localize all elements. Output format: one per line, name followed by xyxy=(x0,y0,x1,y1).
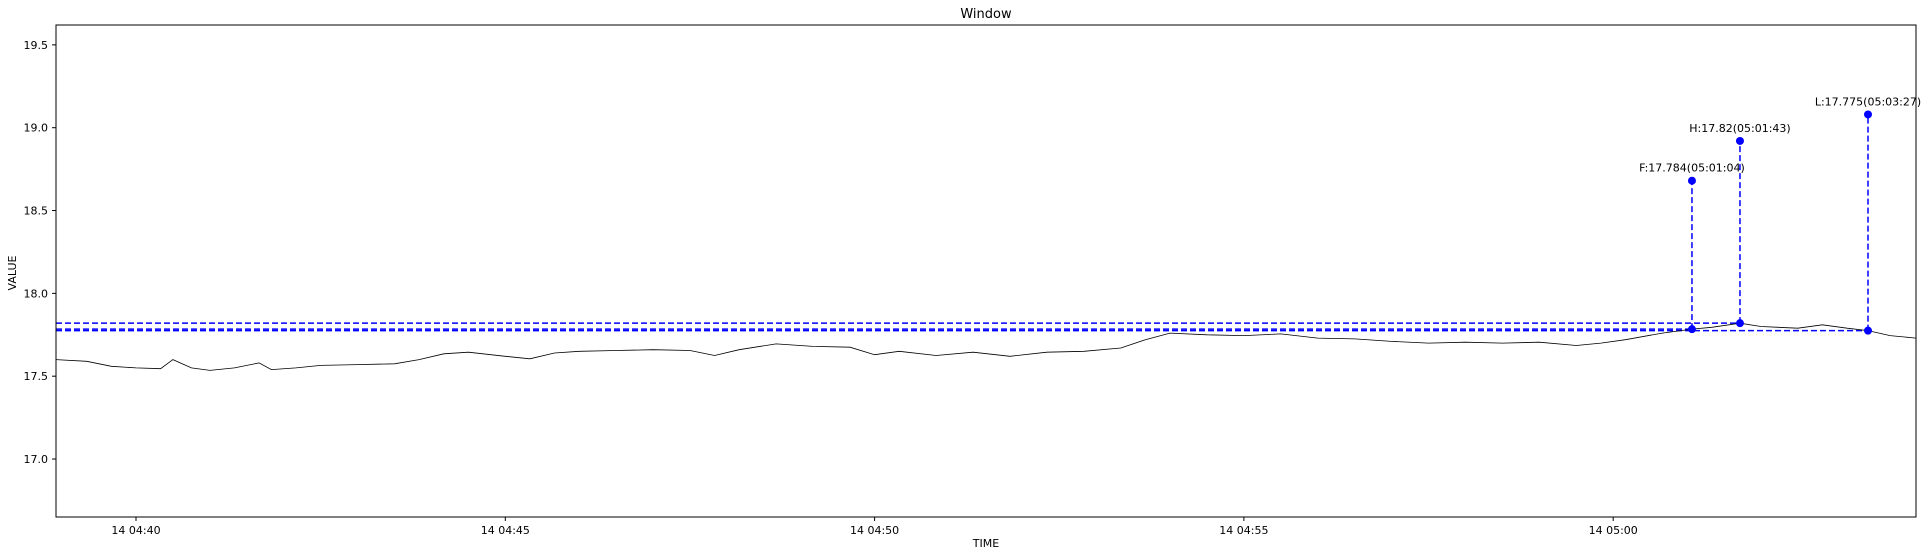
marker-top-point-2 xyxy=(1863,110,1872,119)
marker-point-1 xyxy=(1735,319,1744,328)
y-tick-label-2: 18.0 xyxy=(24,287,49,300)
y-tick-label-4: 19.0 xyxy=(24,122,49,135)
plot-area: F:17.784(05:01:04) H:17.82(05:01:43) L:17.… xyxy=(24,24,1921,537)
y-tick-label-0: 17.0 xyxy=(24,453,49,466)
y-tick-label-1: 17.5 xyxy=(24,370,49,383)
x-tick-label-4: 14 05:00 xyxy=(1589,524,1638,537)
plot-frame xyxy=(55,24,1917,518)
marker-annotation-2: L:17.775(05:03:27) xyxy=(1815,95,1921,108)
y-tick-label-3: 18.5 xyxy=(24,205,49,218)
y-tick-label-5: 19.5 xyxy=(24,39,49,52)
x-tick-label-0: 14 04:40 xyxy=(111,524,160,537)
y-axis-label: VALUE xyxy=(6,255,19,290)
x-tick-label-3: 14 04:55 xyxy=(1219,524,1268,537)
marker-top-point-1 xyxy=(1735,136,1744,145)
x-axis-label: TIME xyxy=(972,537,999,550)
marker-point-2 xyxy=(1863,326,1872,335)
x-tick-label-1: 14 04:45 xyxy=(481,524,530,537)
chart-title: Window xyxy=(960,7,1012,22)
marker-point-0 xyxy=(1687,325,1696,334)
x-tick-label-2: 14 04:50 xyxy=(850,524,899,537)
series-line-0 xyxy=(55,322,1917,371)
marker-top-point-0 xyxy=(1687,176,1696,185)
marker-annotation-1: H:17.82(05:01:43) xyxy=(1689,122,1790,135)
marker-annotation-0: F:17.784(05:01:04) xyxy=(1639,162,1745,175)
